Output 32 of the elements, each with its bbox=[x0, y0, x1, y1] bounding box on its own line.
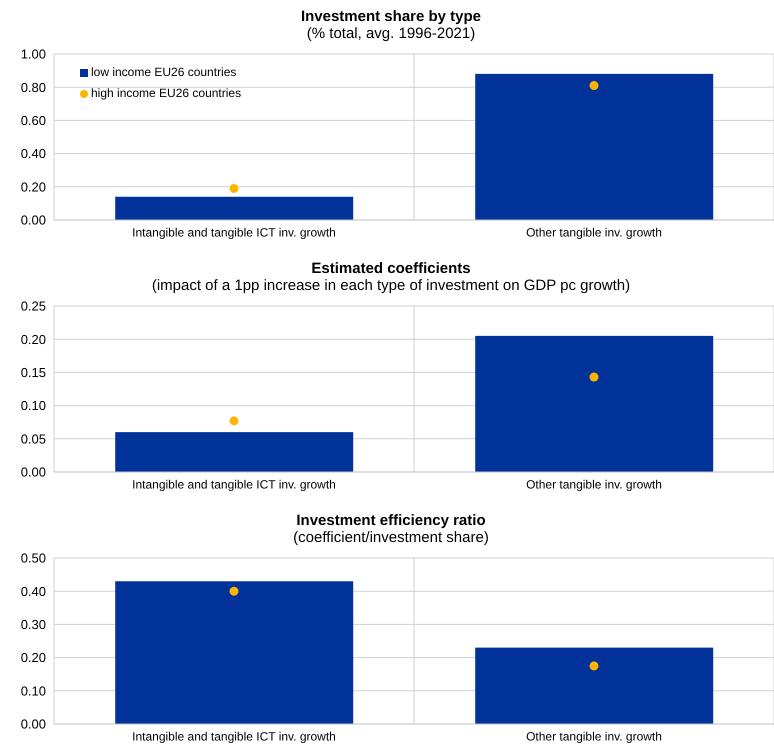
y-tick-label: 0.00 bbox=[20, 716, 46, 732]
x-tick-label: Other tangible inv. growth bbox=[526, 730, 662, 744]
y-tick-label: 0.25 bbox=[20, 298, 46, 314]
y-tick-label: 0.30 bbox=[20, 617, 46, 632]
y-tick-label: 1.00 bbox=[20, 46, 46, 62]
y-tick-label: 0.20 bbox=[20, 179, 46, 194]
y-tick-label: 0.20 bbox=[20, 650, 46, 666]
x-tick-label: Intangible and tangible ICT inv. growth bbox=[132, 730, 336, 744]
chart-title: Investment share by type bbox=[300, 8, 482, 25]
x-tick-label: Other tangible inv. growth bbox=[526, 478, 662, 492]
chart-subtitle: (impact of a 1pp increase in each type of investment on GDP pc growth) bbox=[150, 277, 632, 294]
y-tick-label: 0.15 bbox=[20, 365, 46, 380]
legend-label: high income EU26 countries bbox=[91, 85, 242, 102]
y-tick-label: 0.80 bbox=[20, 80, 46, 95]
y-tick-label: 0.05 bbox=[20, 431, 46, 446]
chart-title: Estimated coefficients bbox=[310, 260, 472, 277]
legend-label: low income EU26 countries bbox=[91, 64, 236, 81]
y-tick-label: 0.20 bbox=[20, 332, 46, 347]
y-tick-label: 0.40 bbox=[20, 146, 46, 162]
y-tick-label: 0.60 bbox=[20, 113, 46, 128]
x-tick-label: Other tangible inv. growth bbox=[526, 226, 662, 240]
chart-subtitle: (coefficient/investment share) bbox=[292, 529, 490, 546]
y-tick-label: 0.40 bbox=[20, 584, 46, 599]
y-tick-label: 0.00 bbox=[20, 464, 46, 480]
y-tick-label: 0.10 bbox=[20, 683, 46, 698]
x-tick-label: Intangible and tangible ICT inv. growth bbox=[132, 226, 336, 240]
chart-title: Investment efficiency ratio bbox=[295, 512, 487, 529]
y-tick-label: 0.00 bbox=[20, 212, 46, 228]
y-tick-label: 0.50 bbox=[20, 550, 46, 566]
x-tick-label: Intangible and tangible ICT inv. growth bbox=[132, 478, 336, 492]
chart-subtitle: (% total, avg. 1996-2021) bbox=[306, 25, 476, 42]
y-tick-label: 0.10 bbox=[20, 398, 46, 414]
